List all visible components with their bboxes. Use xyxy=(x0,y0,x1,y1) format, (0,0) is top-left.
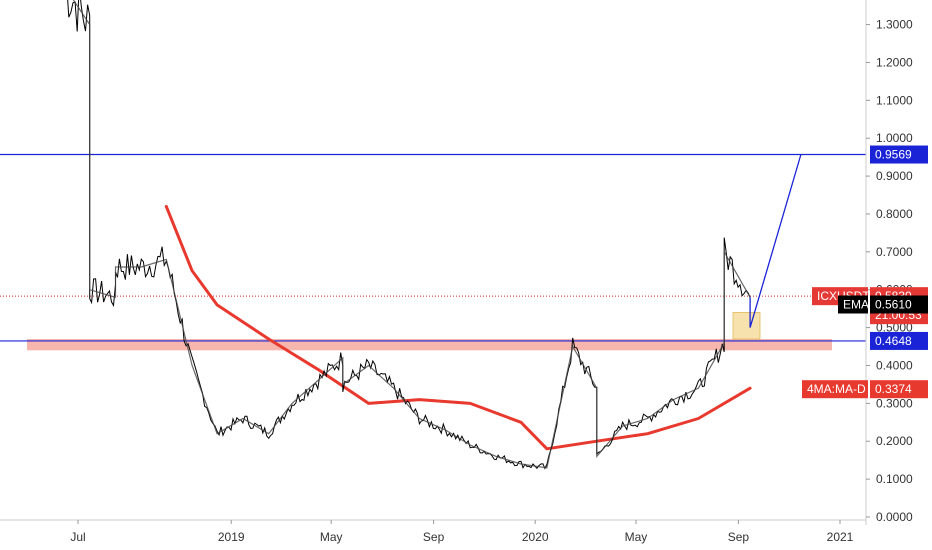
ema-line xyxy=(72,0,751,469)
y-tick-label: 1.2000 xyxy=(876,55,913,69)
target-box xyxy=(732,312,761,340)
y-tick-label: 0.7000 xyxy=(876,245,913,259)
ema-tag xyxy=(870,295,928,314)
ma-tag-text: 0.3374 xyxy=(875,382,912,396)
ma-tag xyxy=(870,380,928,399)
support-tag xyxy=(870,331,928,350)
y-tick-label: 0.1000 xyxy=(876,472,913,486)
price-series xyxy=(67,0,751,470)
y-tick-label: 0.8000 xyxy=(876,207,913,221)
x-tick-label: Jul xyxy=(70,530,85,544)
y-tick-label: 0.4000 xyxy=(876,358,913,372)
x-tick-label: Sep xyxy=(423,530,445,544)
x-tick-label: 2020 xyxy=(522,530,549,544)
x-tick-label: Sep xyxy=(728,530,750,544)
y-tick-label: 1.3000 xyxy=(876,18,913,32)
ema-name-tag-text: EMA xyxy=(843,297,869,311)
y-tick-label: 1.1000 xyxy=(876,93,913,107)
x-tick-label: May xyxy=(625,530,648,544)
y-tick-label: 0.2000 xyxy=(876,434,913,448)
y-tick-label: 0.0000 xyxy=(876,510,913,524)
support-zone xyxy=(27,338,832,351)
support-tag-text: 0.4648 xyxy=(875,334,912,348)
resistance-tag xyxy=(870,145,928,164)
resistance-tag-text: 0.9569 xyxy=(875,148,912,162)
x-tick-label: 2021 xyxy=(827,530,854,544)
ema-tag-text: 0.5610 xyxy=(875,297,912,311)
y-tick-label: 0.9000 xyxy=(876,169,913,183)
ma-name-tag xyxy=(802,380,868,399)
ma-name-tag-text: 4MA:MA-D xyxy=(807,382,866,396)
y-tick-label: 1.0000 xyxy=(876,131,913,145)
x-tick-label: May xyxy=(320,530,343,544)
y-tick-label: 0.3000 xyxy=(876,396,913,410)
ma-curve xyxy=(164,204,752,451)
x-tick-label: 2019 xyxy=(218,530,245,544)
projection-path[interactable] xyxy=(749,154,802,328)
ema-name-tag xyxy=(838,295,868,314)
